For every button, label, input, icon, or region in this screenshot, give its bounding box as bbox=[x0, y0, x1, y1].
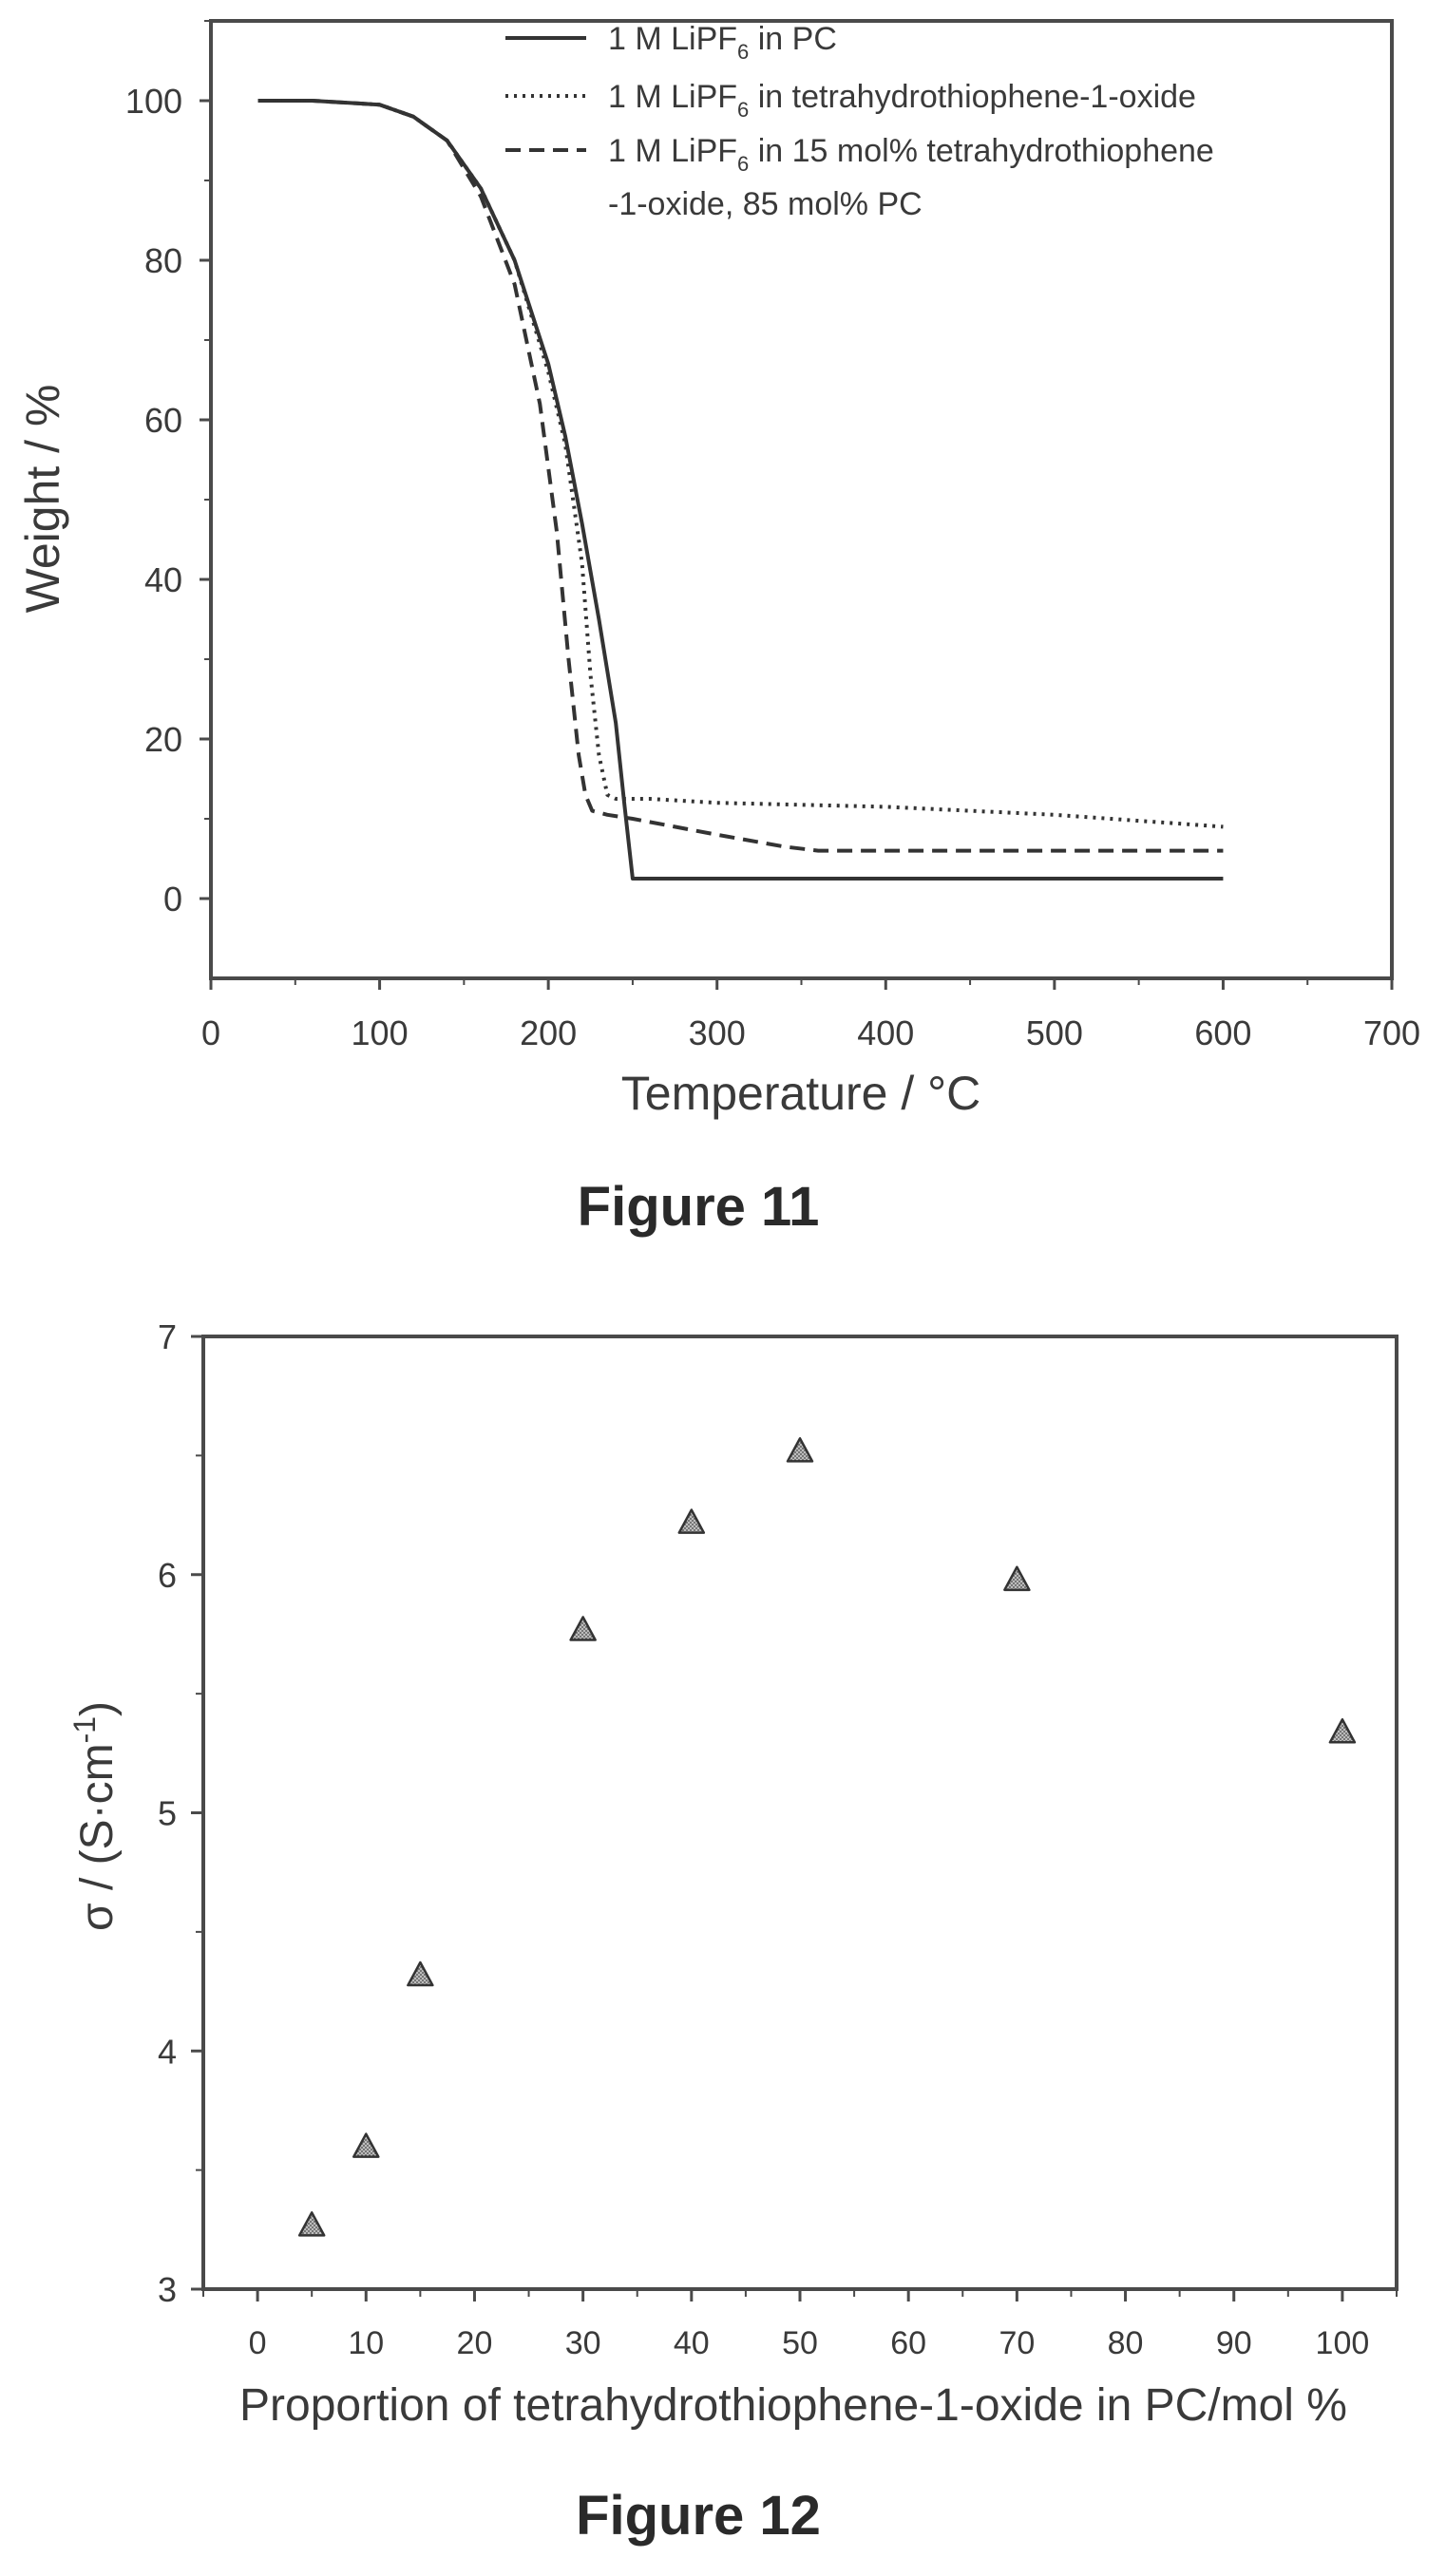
fig11-y-axis-label: Weight / % bbox=[16, 385, 69, 614]
fig11-x-tick-label: 300 bbox=[689, 1013, 746, 1052]
fig12-data-points bbox=[297, 1437, 1357, 2237]
figure-12-conductivity-chart: 0 10 20 30 40 50 60 70 80 90 100 3 4 5 6 7 Proportion … bbox=[67, 1317, 1398, 2547]
fig11-series-group bbox=[257, 99, 1224, 881]
figure-11-tga-chart: 0 100 200 300 400 500 600 700 0 20 40 60 80 100 1 M … bbox=[16, 19, 1420, 1238]
fig12-data-point bbox=[297, 2211, 326, 2237]
fig12-x-tick-label: 90 bbox=[1216, 2325, 1252, 2361]
fig11-legend-label-1: 1 M LiPF6 in PC bbox=[608, 21, 837, 64]
fig12-x-axis-label: Proportion of tetrahydrothiophene-1-oxid… bbox=[239, 2380, 1347, 2431]
fig11-legend: 1 M LiPF6 in PC 1 M LiPF6 in tetrahydroth… bbox=[505, 21, 1214, 222]
fig11-y-tick-label: 80 bbox=[144, 241, 182, 280]
fig11-series-line-3 bbox=[257, 99, 1224, 853]
fig12-x-tick-label: 40 bbox=[674, 2325, 710, 2361]
fig12-y-tick-label: 7 bbox=[158, 1317, 177, 1356]
fig12-x-tick-label: 80 bbox=[1108, 2325, 1144, 2361]
fig11-legend-label-3-cont: -1-oxide, 85 mol% PC bbox=[608, 186, 923, 222]
fig12-x-tick-label: 10 bbox=[348, 2325, 384, 2361]
fig11-x-axis-label: Temperature / °C bbox=[621, 1067, 980, 1120]
fig12-x-tick-label: 50 bbox=[782, 2325, 818, 2361]
fig11-x-tick-label: 100 bbox=[352, 1013, 409, 1052]
fig12-data-point bbox=[1328, 1717, 1357, 1744]
fig12-y-axis-ticks: 3 4 5 6 7 bbox=[158, 1317, 203, 2309]
fig11-x-tick-label: 400 bbox=[857, 1013, 914, 1052]
fig11-caption: Figure 11 bbox=[578, 1176, 820, 1238]
fig12-x-tick-label: 30 bbox=[565, 2325, 601, 2361]
fig11-y-axis-ticks: 0 20 40 60 80 100 bbox=[125, 20, 211, 919]
fig11-y-tick-label: 20 bbox=[144, 720, 182, 759]
fig12-data-point bbox=[1003, 1565, 1031, 1592]
fig12-x-tick-label: 20 bbox=[457, 2325, 493, 2361]
fig12-y-tick-label: 6 bbox=[158, 1556, 177, 1595]
fig12-data-point bbox=[677, 1508, 706, 1534]
fig12-y-tick-label: 5 bbox=[158, 1794, 177, 1833]
fig12-x-tick-label: 70 bbox=[999, 2325, 1035, 2361]
fig11-y-tick-label: 0 bbox=[163, 880, 182, 919]
fig12-data-point bbox=[352, 2132, 380, 2158]
fig11-x-tick-label: 700 bbox=[1363, 1013, 1420, 1052]
fig11-x-tick-label: 0 bbox=[201, 1013, 220, 1052]
fig11-x-tick-label: 600 bbox=[1194, 1013, 1251, 1052]
fig12-data-point bbox=[569, 1616, 597, 1641]
fig12-y-tick-label: 3 bbox=[158, 2270, 177, 2309]
fig12-x-tick-label: 0 bbox=[249, 2325, 267, 2361]
fig11-y-tick-label: 40 bbox=[144, 560, 182, 599]
fig12-x-tick-label: 100 bbox=[1316, 2325, 1370, 2361]
fig11-x-axis-ticks: 0 100 200 300 400 500 600 700 bbox=[201, 978, 1420, 1052]
fig12-data-point bbox=[407, 1960, 434, 1987]
fig12-caption: Figure 12 bbox=[576, 2485, 821, 2547]
fig12-data-point bbox=[786, 1437, 814, 1463]
fig12-y-axis-label: σ / (S·cm-1) bbox=[67, 1701, 123, 1931]
fig11-legend-label-3: 1 M LiPF6 in 15 mol% tetrahydrothiophene bbox=[608, 133, 1214, 176]
fig12-x-tick-label: 60 bbox=[890, 2325, 926, 2361]
fig11-x-tick-label: 500 bbox=[1026, 1013, 1083, 1052]
fig11-legend-label-2: 1 M LiPF6 in tetrahydrothiophene-1-oxide bbox=[608, 79, 1196, 122]
fig12-plot-frame bbox=[201, 1335, 1398, 2291]
fig11-y-tick-label: 60 bbox=[144, 401, 182, 440]
fig11-y-tick-label: 100 bbox=[125, 82, 182, 121]
fig11-x-tick-label: 200 bbox=[520, 1013, 577, 1052]
fig12-y-tick-label: 4 bbox=[158, 2032, 177, 2071]
fig12-x-axis-ticks: 0 10 20 30 40 50 60 70 80 90 100 bbox=[202, 2289, 1398, 2361]
